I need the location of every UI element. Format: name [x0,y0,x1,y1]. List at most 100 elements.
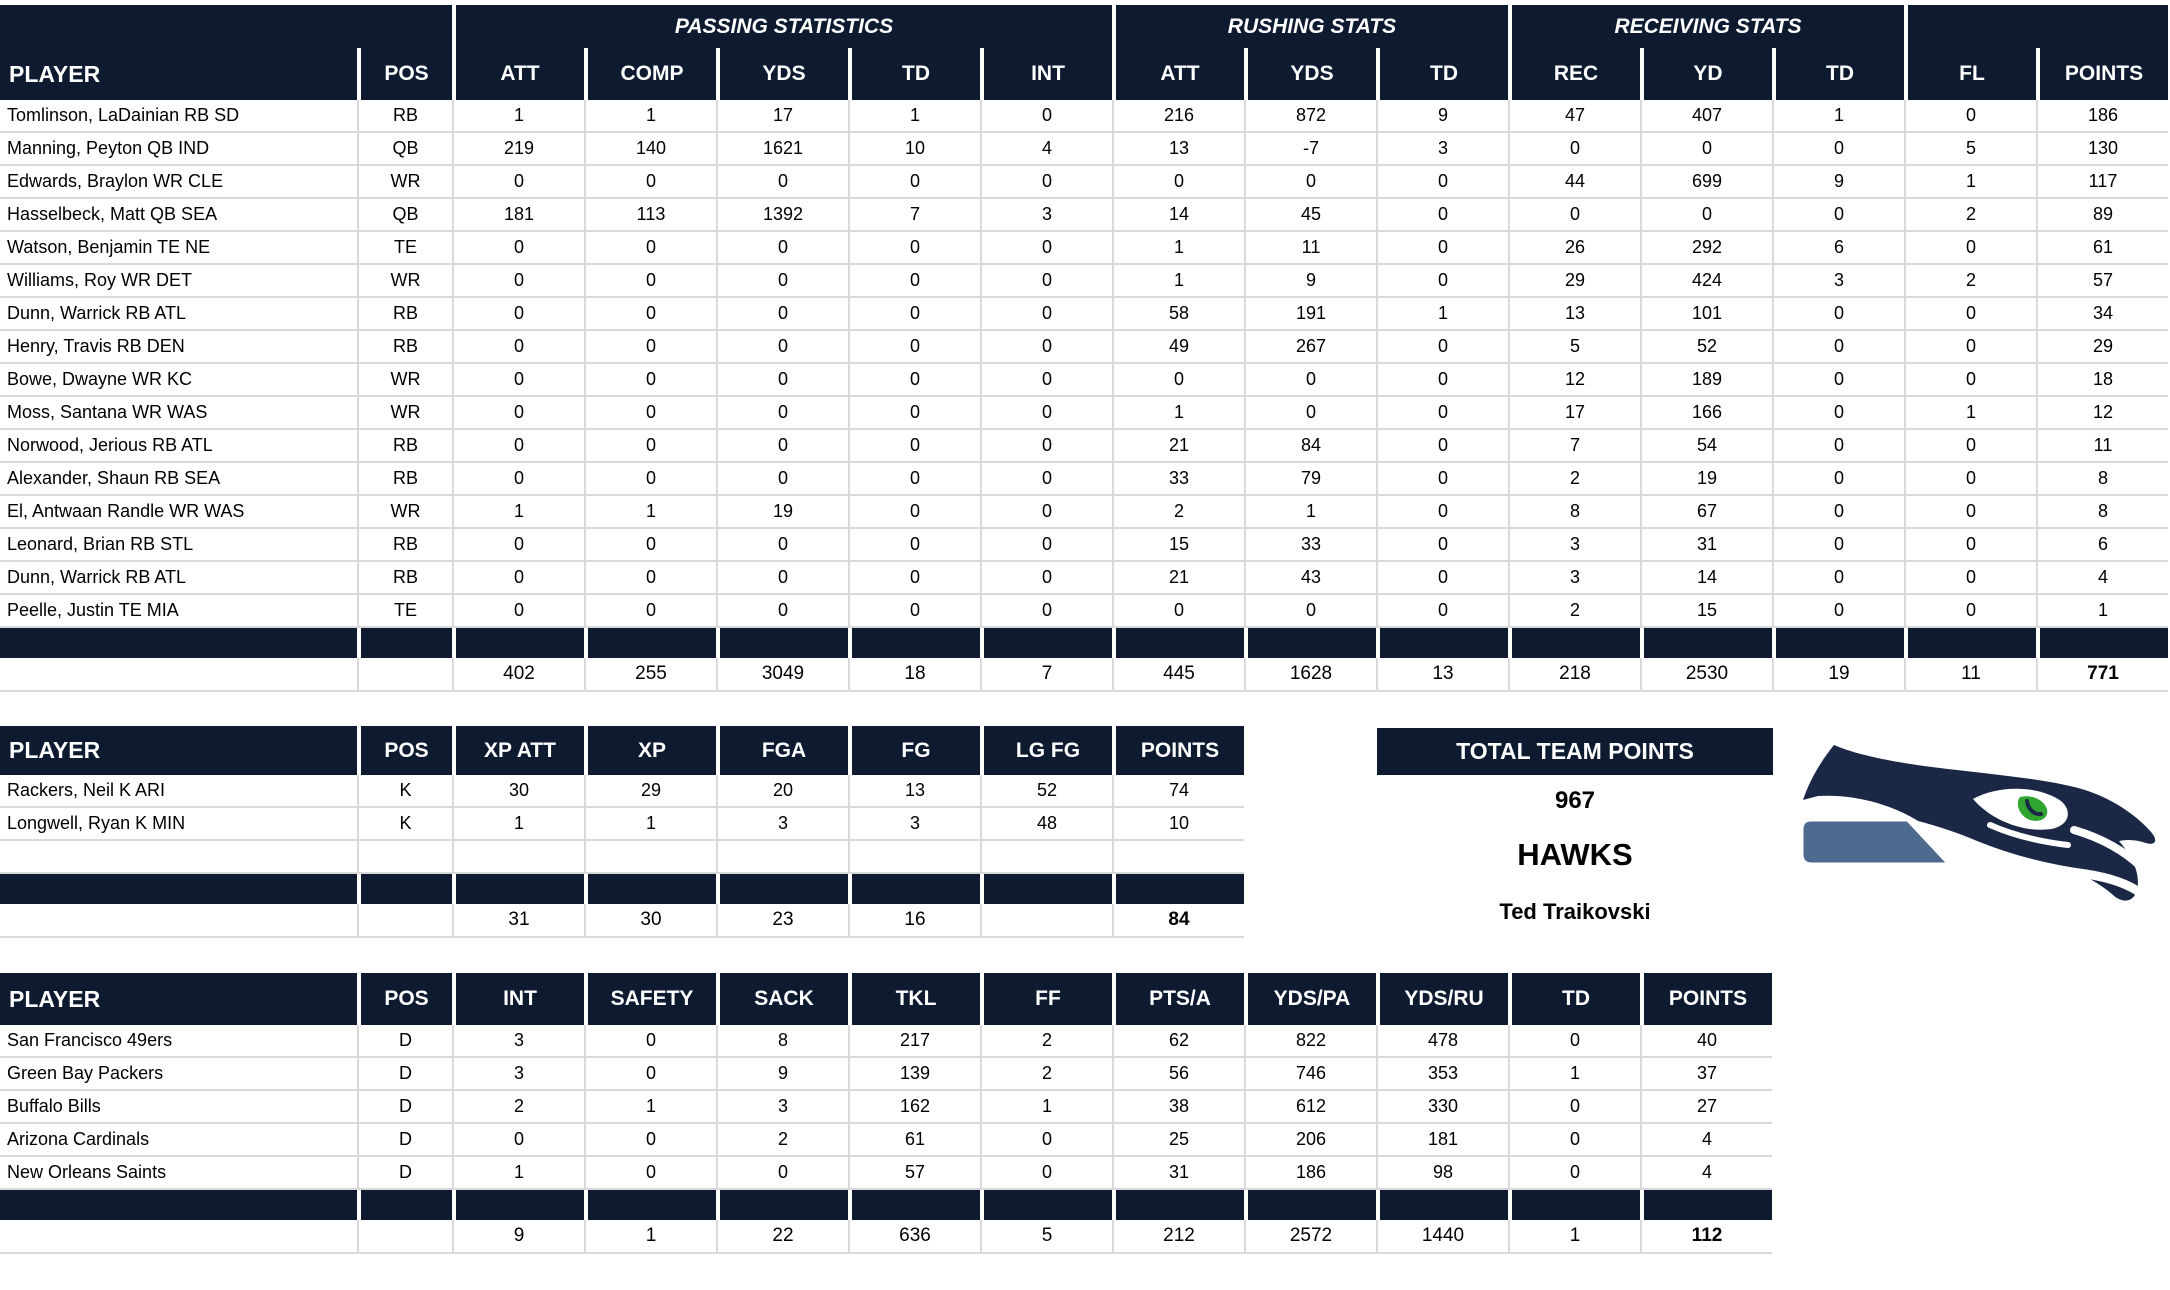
stat-cell: 3 [716,1091,848,1124]
stat-cell: RB [357,100,452,133]
stat-cell: D [357,1091,452,1124]
stat-cell: 0 [980,397,1112,430]
stat-cell: 2 [1904,265,2036,298]
player-name-cell: Manning, Peyton QB IND [0,133,357,166]
total-cell: 636 [848,1220,980,1254]
stat-cell: 2 [1508,463,1640,496]
total-cell: 218 [1508,658,1640,692]
stat-cell: 0 [716,166,848,199]
stat-cell: 3 [452,1025,584,1058]
stat-cell: 0 [716,595,848,628]
stat-cell [980,841,1112,874]
stat-cell: 0 [452,331,584,364]
stat-cell: 0 [452,529,584,562]
stat-cell: 54 [1640,430,1772,463]
stat-cell: 0 [452,595,584,628]
column-header: XP [584,726,716,775]
table-row: Watson, Benjamin TE NE TE 0 0 0 0 0 1 11 0 26 292 6 0… [0,232,2168,265]
stat-cell: 30 [452,775,584,808]
stat-cell: 0 [980,562,1112,595]
stat-cell: 18 [2036,364,2168,397]
stat-cell: 43 [1244,562,1376,595]
table-row: Green Bay Packers D 3 0 9 139 2 56 746 353 1 37 [0,1058,1772,1091]
stat-cell: 0 [848,430,980,463]
stat-cell: 3 [980,199,1112,232]
table-row: Hasselbeck, Matt QB SEA QB 181 113 1392 7 3 14 4… [0,199,2168,232]
stat-cell [357,841,452,874]
stat-cell: 0 [1640,199,1772,232]
stat-cell: 0 [716,397,848,430]
stat-cell: 52 [1640,331,1772,364]
total-cell [980,904,1112,938]
stat-cell: 0 [848,496,980,529]
stat-cell: 0 [980,265,1112,298]
stat-cell: 1 [452,100,584,133]
stat-cell: 1 [1904,397,2036,430]
stat-cell: 2 [980,1058,1112,1091]
stat-cell: 0 [848,595,980,628]
total-cell: 112 [1640,1220,1772,1254]
stat-cell: 17 [1508,397,1640,430]
stat-cell: RB [357,298,452,331]
stat-cell: 0 [452,463,584,496]
column-header: TKL [848,973,980,1025]
stat-cell: 0 [1772,199,1904,232]
stat-cell: 0 [848,529,980,562]
player-name-cell: Norwood, Jerious RB ATL [0,430,357,463]
table-row: Bowe, Dwayne WR KC WR 0 0 0 0 0 0 0 0 12 189 0 0 18 [0,364,2168,397]
total-cell: 16 [848,904,980,938]
player-name-cell: Leonard, Brian RB STL [0,529,357,562]
column-header: POS [357,48,452,100]
stat-cell: 62 [1112,1025,1244,1058]
player-name-cell: Bowe, Dwayne WR KC [0,364,357,397]
stat-cell: 0 [716,298,848,331]
player-name-cell: Dunn, Warrick RB ATL [0,562,357,595]
stat-cell: 0 [716,529,848,562]
stat-cell: 0 [716,232,848,265]
total-cell: 1440 [1376,1220,1508,1254]
group-header [1904,5,2168,48]
stat-cell: 746 [1244,1058,1376,1091]
column-header: YDS [1244,48,1376,100]
table-row: Manning, Peyton QB IND QB 219 140 1621 10 4 13-… [0,133,2168,166]
column-header: TD [1772,48,1904,100]
table-row: Williams, Roy WR DET WR 0 0 0 0 0 1 9 0 29 424 3 2 57 [0,265,2168,298]
stat-cell: 11 [1244,232,1376,265]
stat-cell: 0 [1376,463,1508,496]
table-row: Leonard, Brian RB STL RB 0 0 0 0 0 15 33 0 3 31 0 0 6 [0,529,2168,562]
stat-cell: 0 [716,364,848,397]
stat-cell: 478 [1376,1025,1508,1058]
stat-cell: 38 [1112,1091,1244,1124]
table-row: Longwell, Ryan K MIN K 1 1 3 3 48 10 [0,808,1244,841]
stat-cell: 1 [584,496,716,529]
stat-cell: 49 [1112,331,1244,364]
stat-cell: 0 [980,364,1112,397]
stat-cell: 0 [716,265,848,298]
stat-cell: 37 [1640,1058,1772,1091]
total-cell [357,904,452,938]
total-cell: 402 [452,658,584,692]
stat-cell: 1 [2036,595,2168,628]
stat-cell: 206 [1244,1124,1376,1157]
stat-cell: 19 [1640,463,1772,496]
stat-cell: 57 [848,1157,980,1190]
total-cell: 1628 [1244,658,1376,692]
stat-cell: 822 [1244,1025,1376,1058]
stat-cell: 11 [2036,430,2168,463]
stat-cell: 1 [1112,232,1244,265]
table-row: Edwards, Braylon WR CLE WR 0 0 0 0 0 0 0 0 44 699 9 1… [0,166,2168,199]
stat-cell: 0 [980,1124,1112,1157]
stat-cell: 12 [2036,397,2168,430]
stat-cell: 0 [1640,133,1772,166]
player-name-cell: Arizona Cardinals [0,1124,357,1157]
column-header: FG [848,726,980,775]
table-row: San Francisco 49ers D 3 0 8 217 2 62 822 478 0 40 [0,1025,1772,1058]
column-header: FGA [716,726,848,775]
stat-cell: 0 [1904,331,2036,364]
stat-cell: 217 [848,1025,980,1058]
column-header: POS [357,726,452,775]
stat-cell: 0 [848,232,980,265]
stat-cell: 113 [584,199,716,232]
seahawk-head-icon [1798,745,2156,901]
player-name-cell: Hasselbeck, Matt QB SEA [0,199,357,232]
